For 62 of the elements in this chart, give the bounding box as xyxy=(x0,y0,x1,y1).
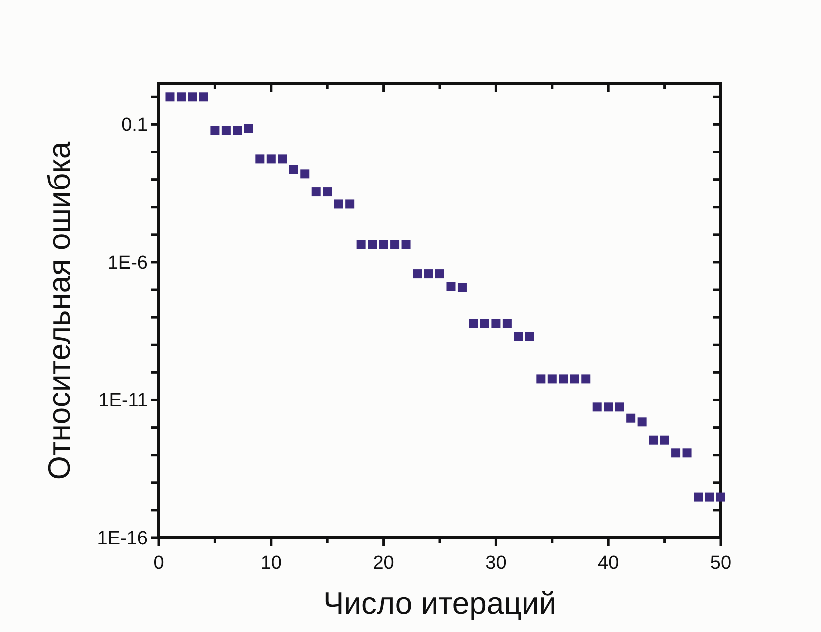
x-axis-title: Число итераций xyxy=(323,586,557,621)
point xyxy=(256,154,265,164)
point xyxy=(682,448,692,458)
point xyxy=(323,188,332,197)
x-tick-label: 40 xyxy=(598,553,620,574)
point xyxy=(368,240,378,250)
point xyxy=(705,492,714,502)
point xyxy=(672,448,681,458)
point xyxy=(312,188,321,197)
point xyxy=(334,200,344,209)
y-tick-label: 1E-11 xyxy=(98,390,148,412)
point xyxy=(289,165,298,174)
point xyxy=(233,126,242,136)
point xyxy=(390,240,400,250)
point xyxy=(536,374,546,384)
point xyxy=(492,319,501,328)
y-tick-label: 1E-6 xyxy=(108,252,148,274)
x-tick-label: 0 xyxy=(154,553,164,574)
point xyxy=(525,332,534,342)
point xyxy=(559,374,568,384)
point xyxy=(469,319,478,328)
y-tick-label: 0.1 xyxy=(122,115,148,136)
x-tick-label: 50 xyxy=(710,553,732,574)
point xyxy=(458,283,467,292)
point xyxy=(582,374,591,384)
point xyxy=(210,126,220,136)
point xyxy=(166,92,175,102)
point xyxy=(502,319,512,328)
x-tick-label: 10 xyxy=(260,553,282,574)
point xyxy=(278,154,288,164)
y-axis-title: Относительная ошибка xyxy=(42,141,77,480)
point xyxy=(244,124,254,134)
point xyxy=(626,414,636,423)
point xyxy=(379,240,388,250)
point xyxy=(356,240,366,250)
point xyxy=(514,332,524,342)
y-tick-label: 1E-16 xyxy=(97,528,148,550)
point xyxy=(436,270,444,279)
point xyxy=(188,92,198,102)
point xyxy=(638,418,647,427)
point xyxy=(480,319,490,328)
x-tick-label: 20 xyxy=(373,553,394,574)
point xyxy=(694,492,704,502)
point xyxy=(222,126,231,136)
point xyxy=(446,282,456,292)
point xyxy=(413,270,422,279)
point xyxy=(592,402,602,412)
point xyxy=(402,240,411,250)
point xyxy=(199,92,208,102)
point xyxy=(570,374,580,384)
point xyxy=(604,402,614,412)
point xyxy=(424,270,434,279)
point xyxy=(548,374,557,384)
point xyxy=(266,154,276,164)
point xyxy=(176,92,186,102)
x-tick-label: 30 xyxy=(486,553,507,574)
point xyxy=(716,492,726,502)
point xyxy=(649,436,658,445)
point xyxy=(660,436,670,445)
point xyxy=(346,200,355,209)
point xyxy=(615,402,624,412)
point xyxy=(300,170,310,179)
